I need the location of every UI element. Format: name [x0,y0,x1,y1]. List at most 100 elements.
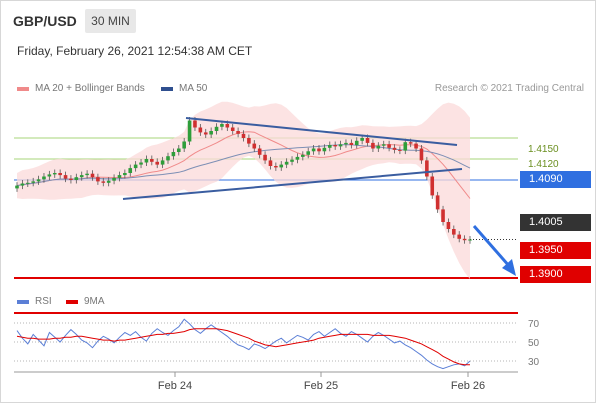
candle-body [252,143,257,149]
x-tick-label: Feb 24 [158,380,192,392]
candle-body [322,147,327,152]
candle-body [106,180,111,183]
candle-body [139,162,143,165]
candle-body [247,138,251,144]
candle-body [79,175,84,178]
candle-body [220,124,224,127]
candle-body [193,120,197,128]
candle-body [392,147,397,150]
candle-body [257,148,262,155]
candle-body [25,182,30,184]
candle-body [42,176,46,180]
candle-body [20,183,25,186]
candle-body [241,133,246,138]
candle-body [176,148,181,152]
forecast-arrowhead [502,259,516,276]
legend-ma50-label: MA 50 [179,83,208,94]
ma20-swatch [17,86,29,91]
x-tick-label: Feb 25 [304,380,338,392]
candle-body [155,161,160,165]
candle-body [387,144,391,148]
candle-body [214,126,219,131]
support-tag-2: 1.3900 [520,266,591,283]
candle-body [182,141,186,149]
candle-body [166,156,170,161]
ma50-swatch [161,86,173,91]
candle-body [230,127,235,131]
triangle-lower-line [122,168,463,200]
legend-ma20-label: MA 20 + Bollinger Bands [35,83,145,94]
candle-body [15,185,19,189]
forecast-arrow [472,225,512,268]
credit-text: Research © 2021 Trading Central [434,83,584,94]
rsi-tick-label: 30 [528,357,540,368]
rsi-ma-swatch [66,299,78,304]
legend-rsi: RSI [17,296,52,307]
resistance-label-2: 1.4120 [528,159,559,170]
candle-body [301,154,305,157]
candle-body [290,159,294,162]
legend-ma50: MA 50 [161,83,207,94]
candle-body [430,176,435,196]
candle-body [133,164,138,169]
candle-body [338,144,343,147]
candle-body [101,181,106,183]
legend-ma20: MA 20 + Bollinger Bands [17,83,145,94]
candle-body [327,145,332,148]
legend-rsi-ma: 9MA [66,296,105,307]
candle-body [360,138,364,141]
candle-body [317,148,321,152]
candle-body [398,149,402,151]
last-price-tag: 1.4005 [520,214,591,231]
candle-body [36,179,41,182]
candle-body [171,152,176,157]
candle-body [187,120,192,142]
triangle-upper-line [185,117,458,146]
candle-body [349,142,354,145]
candle-body [457,234,462,239]
resistance-label-1: 1.4150 [528,144,559,155]
pivot-tag: 1.4090 [520,171,591,188]
candle-body [160,160,165,165]
legend-rsi-ma-label: 9MA [84,296,105,307]
candle-body [85,173,89,176]
timestamp: Friday, February 26, 2021 12:54:38 AM CE… [17,44,253,58]
candle-body [209,131,213,135]
candle-body [419,148,424,161]
candle-body [408,142,413,144]
candle-body [381,144,386,146]
candle-body [112,177,116,181]
candle-body [452,229,456,235]
candle-body [69,178,73,180]
candle-body [435,195,440,210]
legend-rsi-label: RSI [35,296,52,307]
candle-body [47,174,52,177]
candle-body [263,154,267,161]
candle-body [58,173,62,176]
candle-body [365,138,370,143]
candle-body [268,160,273,166]
candle-body [295,156,300,160]
candle-body [225,124,230,128]
candle-body [96,177,100,182]
candle-body [344,142,348,145]
candle-body [90,173,95,178]
candle-body [31,181,35,183]
rsi-tick-label: 70 [528,319,540,330]
rsi-ma-line [16,328,470,366]
candle-body [123,173,127,176]
candle-body [284,161,289,165]
rsi-tick-label: 50 [528,338,540,349]
candle-body [441,209,445,222]
candle-body [376,145,381,149]
candle-body [468,239,472,241]
candle-body [74,177,79,180]
symbol-title: GBP/USD [13,13,77,29]
candle-body [306,151,311,155]
candle-body [403,142,408,151]
support-tag-1: 1.3950 [520,242,591,259]
timeframe-badge[interactable]: 30 MIN [85,9,136,33]
candle-body [117,175,122,178]
candle-body [150,159,154,162]
